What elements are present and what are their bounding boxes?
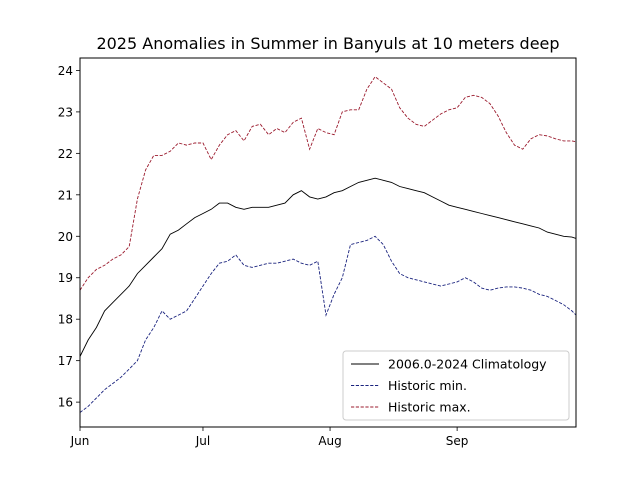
y-tick-label: 18	[58, 313, 73, 327]
x-tick-label: Sep	[446, 434, 469, 448]
y-tick-label: 23	[58, 105, 73, 119]
x-axis: Jun Jul Aug Sep	[70, 427, 469, 448]
series-line-2	[79, 76, 577, 291]
legend-box	[342, 350, 570, 421]
series-line-1	[79, 235, 577, 413]
y-tick-label: 22	[58, 147, 73, 161]
plot-frame	[79, 57, 577, 428]
y-axis: 16 17 18 19 20 21 22 23 24	[58, 64, 80, 410]
x-tick-label: Aug	[318, 434, 341, 448]
y-tick-label: 20	[58, 230, 73, 244]
y-tick-label: 17	[58, 354, 73, 368]
legend-label-2: Historic max.	[388, 400, 471, 415]
y-tick-label: 24	[58, 64, 73, 78]
x-tick-label: Jul	[195, 434, 210, 448]
plot-lines	[79, 76, 577, 413]
y-tick-label: 21	[58, 188, 73, 202]
y-tick-label: 19	[58, 271, 73, 285]
legend: 2006.0-2024 Climatology Historic min. Hist…	[342, 350, 570, 421]
x-tick-label: Jun	[70, 434, 90, 448]
legend-label-1: Historic min.	[388, 378, 467, 393]
chart-title: 2025 Anomalies in Summer in Banyuls at 1…	[96, 34, 559, 53]
y-tick-label: 16	[58, 396, 73, 410]
legend-label-0: 2006.0-2024 Climatology	[388, 357, 547, 372]
series-line-0	[79, 177, 577, 357]
